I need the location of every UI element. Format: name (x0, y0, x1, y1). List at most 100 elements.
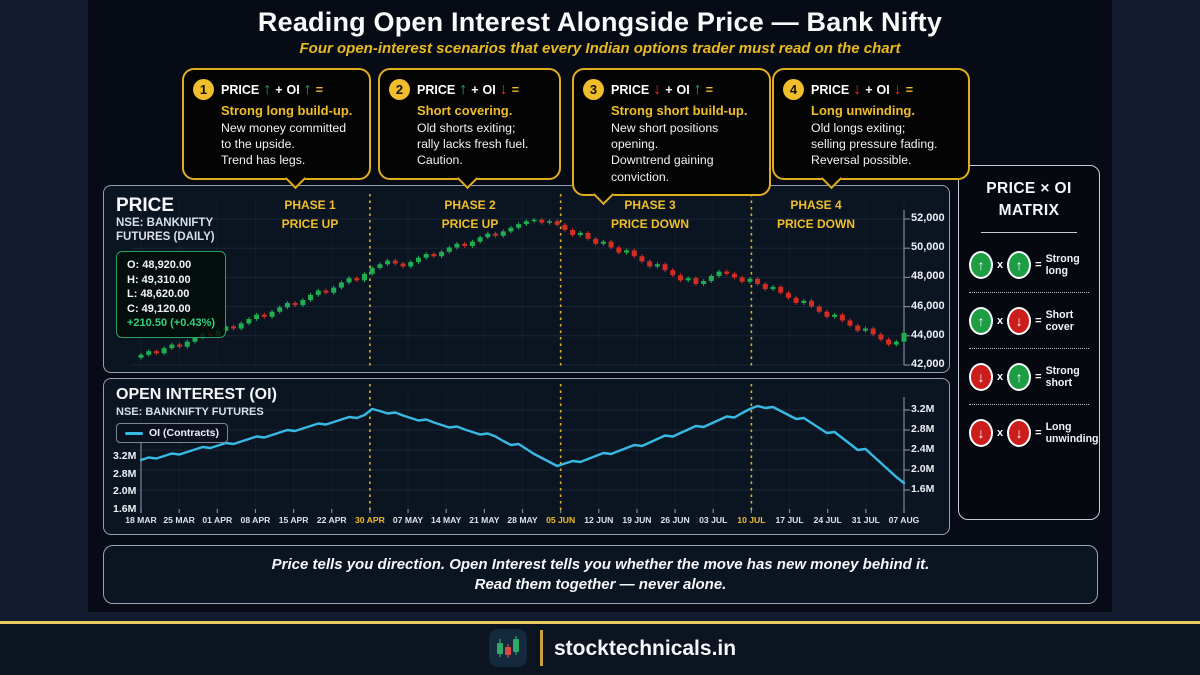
scenario-4-number-badge: 4 (783, 79, 804, 100)
quote-line-2: Read them together — never alone. (474, 576, 727, 593)
open-interest-chart-panel: OPEN INTEREST (OI) NSE: BANKNIFTY FUTURE… (103, 378, 950, 535)
x-axis-date-label: 19 JUN (622, 515, 652, 525)
x-axis-date-label: 31 JUL (851, 515, 880, 525)
x-axis-date-label: 10 JUL (737, 515, 766, 525)
x-axis-date-label: 24 JUL (813, 515, 842, 525)
down-arrow-icon: ↓ (653, 80, 662, 98)
phase-1-label: PHASE 1 PRICE UP (281, 198, 339, 231)
x-axis-date-label: 28 MAY (507, 515, 538, 525)
scenario-2-headline: Short covering. (417, 103, 513, 118)
oi-label: OI (482, 82, 496, 97)
scenario-1-headline: Strong long build-up. (221, 103, 353, 118)
matrix-row-label: Strong long (1045, 252, 1080, 277)
ohlc-high: H: 49,310.00 (127, 273, 191, 286)
price-axis-tick: 42,000 (911, 358, 945, 370)
oi-line-chart (131, 384, 910, 513)
price-oi-matrix-panel: PRICE × OI MATRIX ↑ x ↑ = Strong long ↑ x… (958, 165, 1100, 520)
ohlc-low: L: 48,620.00 (127, 288, 190, 300)
equals-sign: = (1035, 370, 1042, 383)
price-axis-tick: 50,000 (911, 241, 945, 254)
price-panel-subtitle: FUTURES (DAILY) (116, 231, 215, 243)
scenario-4-headline: Long unwinding. (811, 103, 915, 118)
footer-bar (0, 623, 1200, 675)
price-panel-subtitle: NSE: BANKNIFTY (116, 217, 214, 229)
x-axis-date-label: 07 MAY (392, 515, 424, 525)
oi-label: OI (286, 82, 300, 97)
matrix-row-label: Short cover (1045, 308, 1074, 333)
price-label: PRICE (811, 82, 850, 97)
price-candlestick-chart (131, 194, 910, 369)
scenario-3-number-badge: 3 (583, 79, 604, 100)
scenario-3-line: conviction. (611, 169, 670, 184)
scenario-4-line: selling pressure fading. (811, 137, 938, 152)
matrix-row-long-unwinding: ↓ x ↓ = Long unwinding (969, 403, 1099, 460)
oi-up-circle-icon: ↑ (1007, 250, 1032, 279)
scenario-4-formula: 4 PRICE ↓ + OI ↓ = (783, 79, 958, 100)
down-arrow-icon: ↓ (893, 80, 902, 98)
oi-axis-tick: 1.6M (911, 483, 935, 495)
brand-divider (540, 630, 543, 666)
oi-axis-tick: 1.6M (113, 502, 137, 515)
equals-sign: = (905, 82, 914, 97)
scenario-3-line: Downtrend gaining (611, 153, 714, 168)
x-axis-date-label: 05 JUN (546, 515, 576, 525)
matrix-row-short-cover: ↑ x ↓ = Short cover (969, 291, 1089, 348)
oi-axis-tick: 3.2M (113, 450, 137, 462)
scenario-1-number-badge: 1 (193, 79, 214, 100)
phase-4-label: PHASE 4 PRICE DOWN (777, 198, 855, 231)
scenario-3-headline: Strong short build-up. (611, 103, 748, 118)
scenario-1-line: to the upside. (221, 137, 295, 152)
plus-sign: + (865, 82, 873, 97)
oi-legend-label: OI (Contracts) (149, 427, 220, 439)
scenario-1-line: New money committed (221, 121, 347, 135)
oi-down-circle-icon: ↓ (1007, 306, 1032, 335)
scenario-4-line: Old longs exiting; (811, 121, 906, 135)
price-up-circle-icon: ↑ (969, 250, 993, 279)
matrix-row-strong-long: ↑ x ↑ = Strong long (969, 237, 1089, 292)
x-axis-date-label: 17 JUL (775, 515, 804, 525)
down-arrow-icon: ↓ (499, 80, 508, 98)
ohlc-close: C: 49,120.00 (127, 302, 191, 315)
up-arrow-icon: ↑ (303, 80, 312, 98)
x-axis-date-label: 12 JUN (584, 515, 614, 525)
price-axis-tick: 46,000 (911, 299, 945, 312)
oi-axis-tick: 2.8M (911, 423, 935, 435)
up-arrow-icon: ↑ (693, 80, 702, 98)
down-arrow-icon: ↓ (853, 80, 862, 98)
x-axis-date-label: 25 MAR (163, 515, 195, 525)
scenario-4-line: Reversal possible. (811, 153, 912, 168)
oi-axis-tick: 3.2M (911, 403, 935, 415)
scenario-4-callout: 4 PRICE ↓ + OI ↓ = Long unwinding. Old l… (772, 68, 970, 190)
equals-sign: = (1035, 426, 1042, 439)
equals-sign: = (1035, 258, 1042, 271)
scenario-1-formula: 1 PRICE ↑ + OI ↑ = (193, 79, 359, 100)
oi-axis-tick: 2.0M (911, 463, 935, 475)
oi-legend: OI (Contracts) (116, 423, 229, 443)
x-axis-date-label: 03 JUL (699, 515, 728, 525)
scenario-3-callout: 3 PRICE ↓ + OI ↑ = Strong short build-up… (572, 68, 771, 206)
brand-logo-icon (489, 629, 527, 667)
phase-3-label: PHASE 3 PRICE DOWN (611, 198, 689, 231)
price-chart-panel: PRICE NSE: BANKNIFTY FUTURES (DAILY) O: … (103, 185, 950, 373)
scenario-3-line: opening. (611, 137, 659, 152)
times-sign: x (997, 314, 1004, 327)
plus-sign: + (275, 82, 283, 97)
scenario-2-line: rally lacks fresh fuel. (417, 137, 529, 152)
oi-left-axis: 3.2M 2.8M 2.0M 1.6M (113, 448, 136, 518)
oi-axis-tick: 2.4M (911, 443, 935, 455)
oi-axis-tick: 2.8M (113, 467, 137, 480)
price-axis-tick: 44,000 (911, 328, 945, 341)
price-down-circle-icon: ↓ (969, 418, 993, 447)
page-subtitle: Four open-interest scenarios that every … (299, 40, 901, 57)
scenario-2-line: Caution. (417, 153, 463, 168)
scenario-2-formula: 2 PRICE ↑ + OI ↓ = (389, 79, 549, 100)
matrix-row-strong-short: ↓ x ↑ = Strong short (969, 347, 1089, 404)
oi-panel-subtitle: NSE: BANKNIFTY FUTURES (116, 406, 264, 418)
oi-label: OI (876, 82, 890, 97)
page-title: Reading Open Interest Alongside Price — … (257, 7, 943, 37)
phase-2-label: PHASE 2 PRICE UP (441, 198, 499, 231)
equals-sign: = (511, 82, 520, 97)
scenario-3-line: New short positions (611, 121, 719, 135)
x-axis-date-label: 22 APR (316, 515, 347, 525)
x-axis-date-label: 26 JUN (660, 515, 690, 525)
